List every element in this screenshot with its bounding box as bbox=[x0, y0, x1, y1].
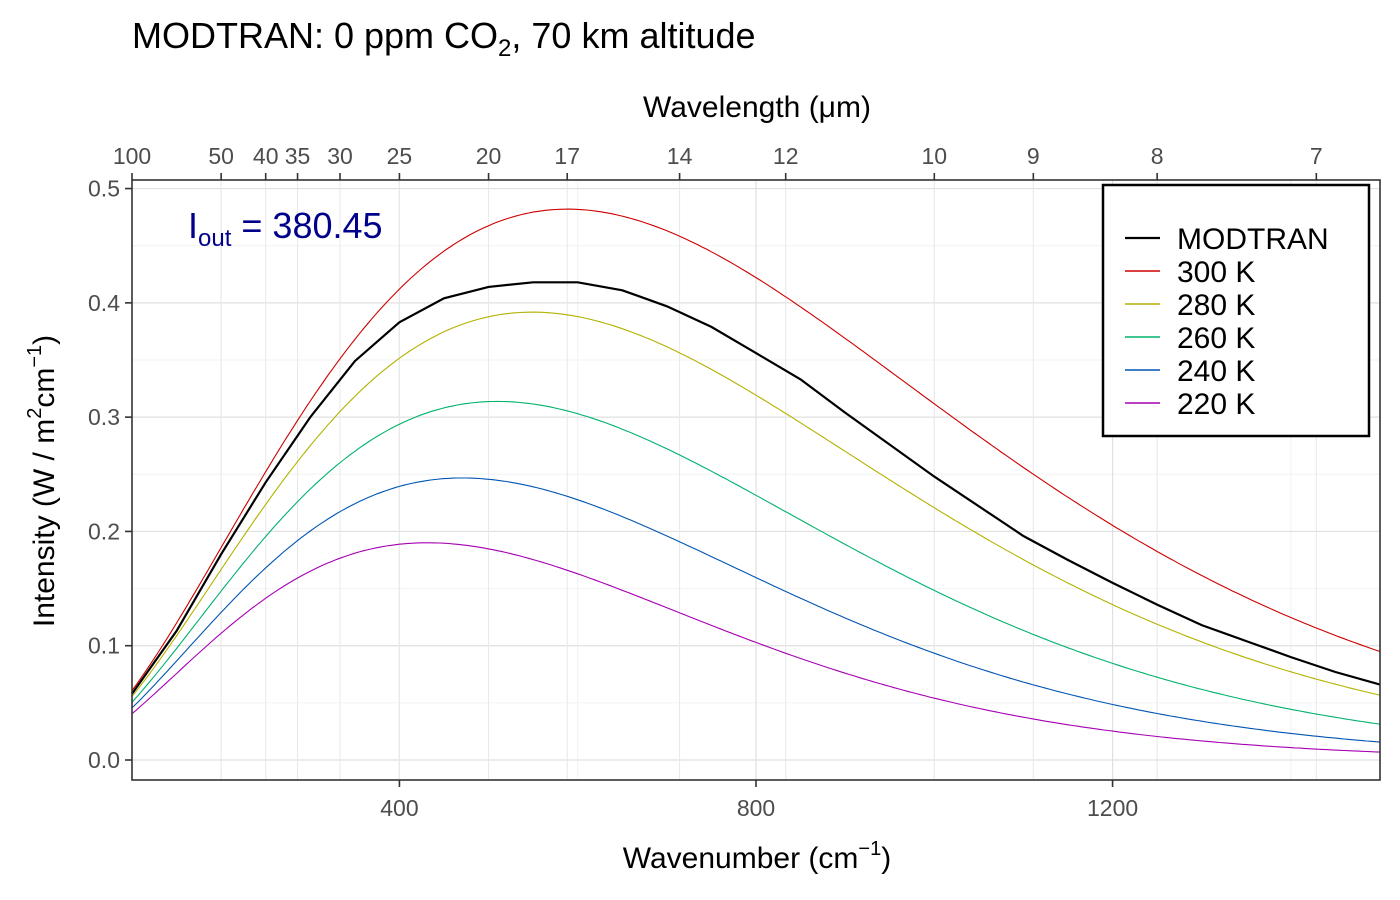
legend-label-220-k: 220 K bbox=[1177, 388, 1255, 421]
legend-box bbox=[1101, 183, 1371, 438]
x2-tick-label: 35 bbox=[285, 143, 311, 169]
x-tick-label: 800 bbox=[737, 795, 775, 821]
series-lines bbox=[131, 208, 1381, 753]
x2-tick-label: 40 bbox=[253, 143, 279, 169]
series-line-modtran bbox=[131, 281, 1381, 695]
x2-tick-label: 8 bbox=[1151, 143, 1164, 169]
legend-label-260-k: 260 K bbox=[1177, 322, 1255, 355]
x2-tick-label: 25 bbox=[387, 143, 413, 169]
y-tick-label: 0.5 bbox=[88, 176, 120, 202]
x2-tick-label: 20 bbox=[476, 143, 502, 169]
series-line-300-k bbox=[131, 208, 1381, 691]
x2-tick-label: 17 bbox=[554, 143, 580, 169]
y-tick-label: 0.1 bbox=[88, 633, 120, 659]
series-line-240-k bbox=[131, 477, 1381, 743]
legend-label-300-k: 300 K bbox=[1177, 256, 1255, 289]
x2-tick-label: 14 bbox=[667, 143, 693, 169]
x2-tick-label: 9 bbox=[1027, 143, 1040, 169]
y-tick-label: 0.3 bbox=[88, 404, 120, 430]
x2-tick-label: 12 bbox=[773, 143, 799, 169]
y-tick-label: 0.0 bbox=[88, 747, 120, 773]
x2-tick-label: 30 bbox=[327, 143, 353, 169]
axes: 0.0 0.1 0.2 0.3 0.4 0.5 400 800 1200 100 50 40 35 30 2… bbox=[88, 143, 1323, 821]
x2-tick-label: 50 bbox=[208, 143, 234, 169]
iout-annotation: Iout = 380.45 bbox=[188, 205, 383, 252]
legend-label-modtran: MODTRAN bbox=[1177, 223, 1329, 256]
y-axis-title: Intensity (W / m2cm−1) bbox=[24, 335, 61, 627]
legend-label-280-k: 280 K bbox=[1177, 289, 1255, 322]
x2-tick-label: 7 bbox=[1310, 143, 1323, 169]
legend-label-240-k: 240 K bbox=[1177, 355, 1255, 388]
y-tick-label: 0.4 bbox=[88, 290, 120, 316]
x2-axis-title: Wavelength (μm) bbox=[643, 91, 871, 124]
series-line-220-k bbox=[131, 542, 1381, 753]
x2-tick-label: 10 bbox=[921, 143, 947, 169]
x2-tick-label: 100 bbox=[113, 143, 151, 169]
y-tick-label: 0.2 bbox=[88, 518, 120, 544]
x-tick-label: 400 bbox=[380, 795, 418, 821]
series-line-280-k bbox=[131, 311, 1381, 697]
x-axis-title: Wavenumber (cm−1) bbox=[623, 838, 891, 875]
chart-title: MODTRAN: 0 ppm CO2, 70 km altitude bbox=[132, 15, 756, 62]
x-tick-label: 1200 bbox=[1087, 795, 1138, 821]
series-line-260-k bbox=[131, 400, 1381, 725]
